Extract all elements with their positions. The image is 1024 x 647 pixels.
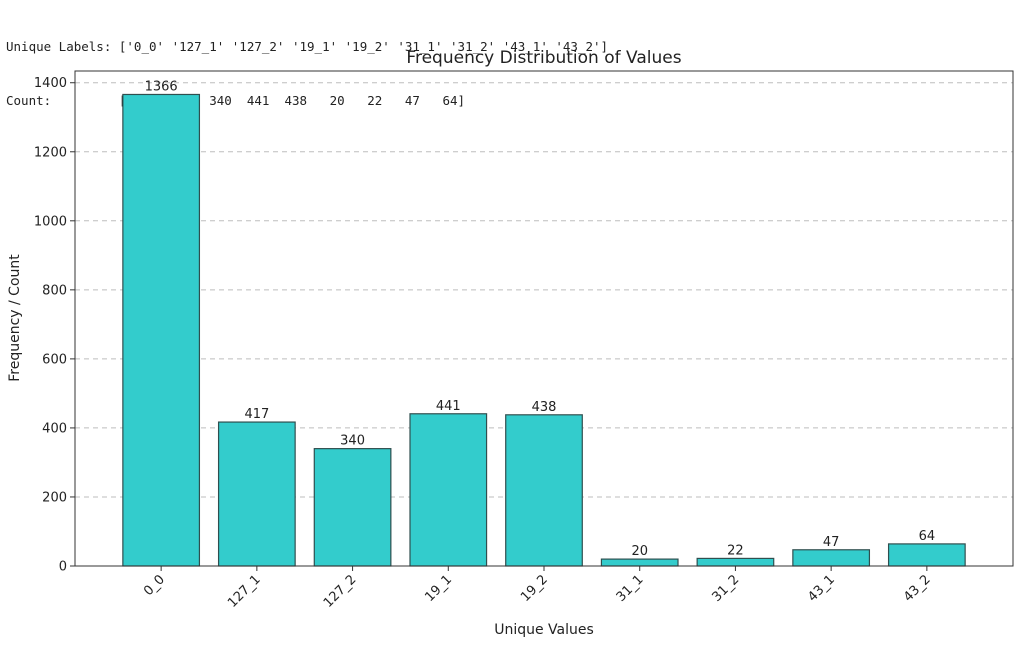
bar-31_1: [600, 558, 679, 567]
bar-19_1: [409, 413, 488, 567]
x-tick-label-43_1: 43_1: [805, 572, 838, 605]
y-axis-ticks: 0 200 400 600 800 1000 1200 1400: [34, 76, 75, 575]
bar-31_2: [696, 557, 775, 567]
chart-title: Frequency Distribution of Values: [406, 48, 681, 68]
data-label-0_0: 1366: [145, 79, 178, 94]
bar-43_2: [887, 543, 966, 567]
x-tick-label-0_0: 0_0: [141, 572, 168, 599]
y-tick-label: 800: [42, 283, 67, 298]
x-tick-label-31_1: 31_1: [614, 572, 647, 605]
bars: [122, 93, 966, 567]
data-label-43_2: 64: [919, 529, 936, 544]
x-tick-label-19_2: 19_2: [518, 572, 551, 605]
bar-43_1: [792, 549, 871, 567]
data-label-127_1: 417: [244, 407, 269, 422]
data-labels: 1366 417 340 441 438 20 22 47 64: [145, 79, 936, 559]
x-tick-label-43_2: 43_2: [901, 572, 934, 605]
console-line-labels: Unique Labels: ['0_0' '127_1' '127_2' '1…: [6, 39, 609, 54]
y-tick-label: 1400: [34, 76, 67, 91]
data-label-31_2: 22: [727, 543, 744, 558]
x-tick-label-19_1: 19_1: [422, 572, 455, 605]
data-label-31_1: 20: [631, 544, 648, 559]
data-label-19_2: 438: [532, 400, 557, 415]
x-axis-label: Unique Values: [494, 622, 594, 638]
y-tick-label: 200: [42, 490, 67, 505]
y-tick-label: 1200: [34, 145, 67, 160]
x-tick-label-127_2: 127_2: [321, 572, 360, 611]
x-tick-label-31_2: 31_2: [709, 572, 742, 605]
y-axis-label: Frequency / Count: [7, 254, 23, 382]
data-label-43_1: 47: [823, 535, 840, 550]
y-tick-label: 0: [59, 560, 67, 575]
data-label-127_2: 340: [340, 434, 365, 449]
x-axis-ticks: 0_0 127_1 127_2 19_1 19_2 31_1 31_2 43_1 43_2: [141, 566, 934, 611]
bar-127_1: [217, 421, 296, 567]
bar-0_0: [122, 93, 201, 567]
bar-19_2: [505, 414, 583, 567]
bar-127_2: [313, 448, 392, 567]
x-tick-label-127_1: 127_1: [225, 572, 264, 611]
y-tick-label: 600: [42, 352, 67, 367]
y-tick-label: 1000: [34, 214, 67, 229]
plot-frame: [74, 70, 1014, 567]
y-tick-label: 400: [42, 421, 67, 436]
data-label-19_1: 441: [436, 399, 461, 414]
